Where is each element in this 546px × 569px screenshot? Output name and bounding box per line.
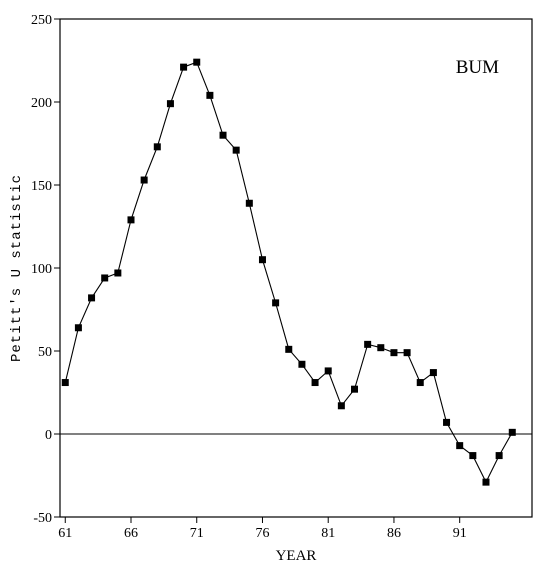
y-tick-label-250: 250	[31, 13, 52, 28]
data-point-84	[364, 340, 372, 348]
data-point-75	[245, 199, 253, 207]
x-tick-label-76: 76	[255, 526, 269, 541]
data-point-88	[416, 379, 424, 387]
data-point-74	[232, 146, 240, 154]
data-point-68	[153, 143, 161, 151]
data-point-67	[140, 176, 148, 184]
data-point-90	[443, 418, 451, 426]
data-point-87	[403, 349, 411, 357]
data-point-86	[390, 349, 398, 357]
data-point-64	[101, 274, 109, 282]
x-tick-label-91: 91	[453, 526, 467, 541]
data-point-72	[206, 91, 214, 99]
data-point-92	[469, 452, 477, 460]
data-point-61	[61, 379, 69, 387]
data-point-70	[180, 63, 188, 71]
data-point-95	[508, 428, 516, 436]
data-point-82	[337, 402, 345, 410]
y-tick-label-50: 50	[38, 345, 52, 360]
y-tick-label-200: 200	[31, 96, 52, 111]
data-point-66	[127, 216, 135, 224]
y-axis: -50 0 50 100 150 200 250	[31, 13, 60, 526]
data-point-73	[219, 131, 227, 139]
y-tick-label-150: 150	[31, 179, 52, 194]
x-axis-title: YEAR	[276, 548, 317, 564]
data-point-85	[377, 344, 385, 352]
series-annotation: BUM	[456, 57, 499, 78]
data-point-71	[193, 58, 201, 66]
y-tick-label-0: 0	[45, 428, 52, 443]
data-point-69	[166, 100, 174, 108]
data-point-65	[114, 269, 122, 277]
x-tick-label-61: 61	[58, 526, 72, 541]
data-point-94	[495, 452, 503, 460]
data-point-62	[74, 324, 82, 332]
y-axis-title: Petitt's U statistic	[9, 174, 25, 362]
x-tick-label-86: 86	[387, 526, 401, 541]
x-tick-label-66: 66	[124, 526, 138, 541]
data-point-83	[351, 385, 359, 393]
data-point-77	[272, 299, 280, 307]
data-point-81	[324, 367, 332, 375]
data-point-76	[258, 256, 266, 264]
data-point-89	[429, 369, 437, 377]
data-point-63	[88, 294, 96, 302]
x-axis: 61 66 71 76 81 86 91	[58, 517, 467, 541]
series-layer	[61, 58, 516, 486]
data-point-78	[285, 345, 293, 353]
x-tick-label-81: 81	[321, 526, 335, 541]
x-tick-label-71: 71	[190, 526, 204, 541]
data-point-79	[298, 360, 306, 368]
y-tick-label-100: 100	[31, 262, 52, 277]
data-point-91	[456, 442, 464, 450]
y-tick-label--50: -50	[33, 511, 52, 526]
data-point-80	[311, 379, 319, 387]
data-point-93	[482, 478, 490, 486]
